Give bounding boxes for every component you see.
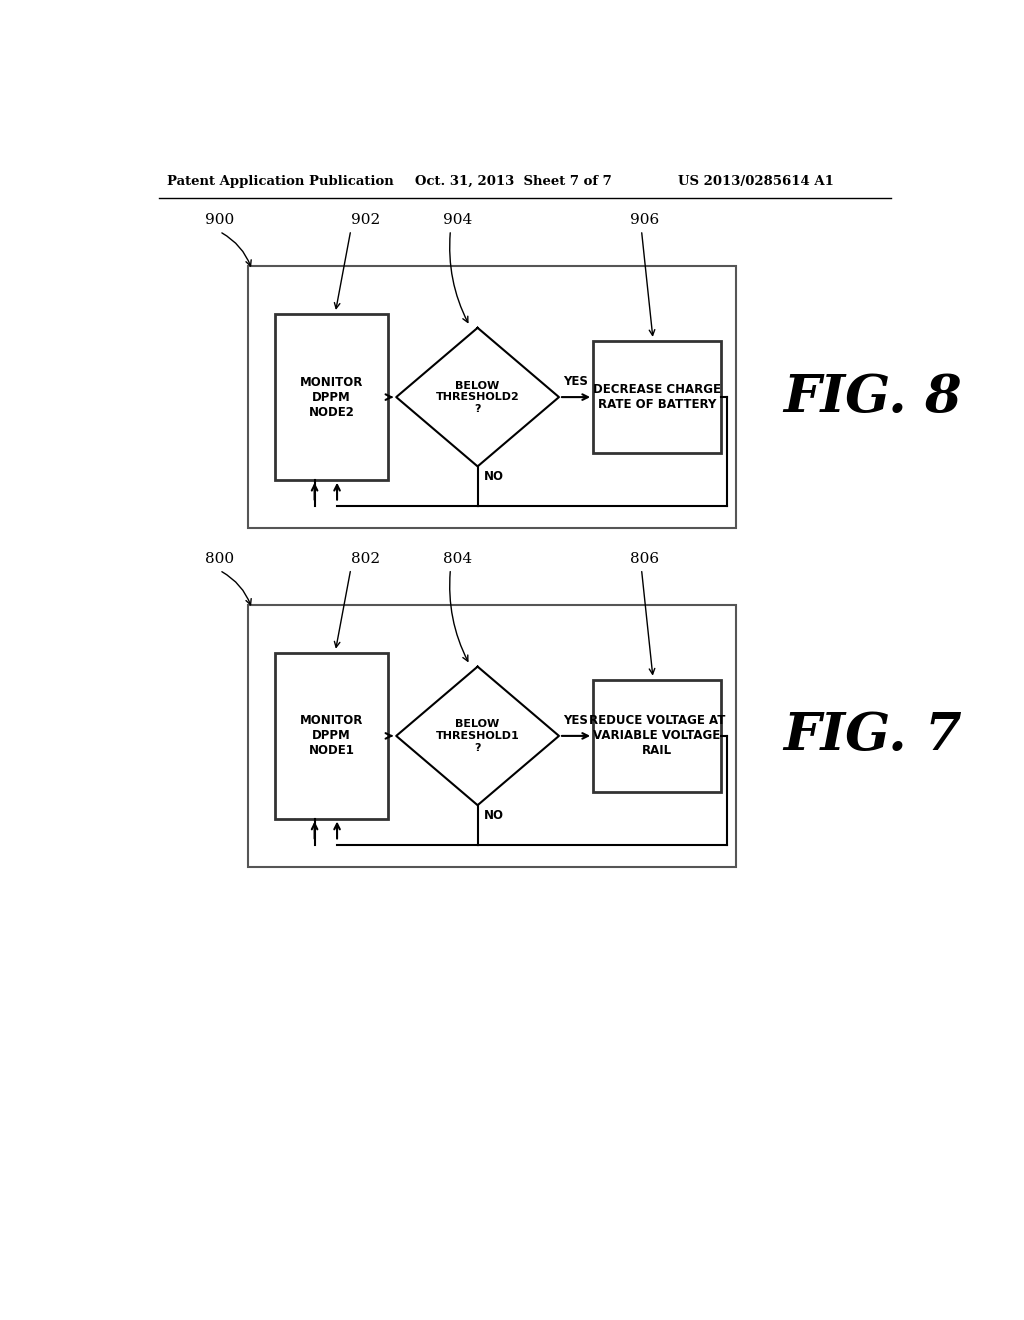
Text: US 2013/0285614 A1: US 2013/0285614 A1 <box>678 174 835 187</box>
Text: 804: 804 <box>442 552 472 566</box>
Text: FIG. 7: FIG. 7 <box>783 710 962 762</box>
Bar <box>275 653 388 818</box>
Text: 904: 904 <box>442 213 472 227</box>
Text: FIG. 8: FIG. 8 <box>783 372 962 422</box>
Text: NO: NO <box>483 809 504 822</box>
Text: MONITOR
DPPM
NODE1: MONITOR DPPM NODE1 <box>300 714 364 758</box>
Polygon shape <box>396 667 559 805</box>
Text: YES: YES <box>563 714 589 726</box>
Text: REDUCE VOLTAGE AT
VARIABLE VOLTAGE
RAIL: REDUCE VOLTAGE AT VARIABLE VOLTAGE RAIL <box>589 714 725 758</box>
Text: BELOW
THRESHOLD1
?: BELOW THRESHOLD1 ? <box>436 719 519 752</box>
Text: 902: 902 <box>351 213 380 227</box>
Text: YES: YES <box>563 375 589 388</box>
Bar <box>275 314 388 480</box>
Bar <box>593 680 721 792</box>
Text: 906: 906 <box>630 213 659 227</box>
Text: 800: 800 <box>206 552 234 566</box>
Text: Oct. 31, 2013  Sheet 7 of 7: Oct. 31, 2013 Sheet 7 of 7 <box>415 174 611 187</box>
Text: 802: 802 <box>351 552 380 566</box>
Text: 806: 806 <box>630 552 658 566</box>
Polygon shape <box>396 327 559 466</box>
Text: Patent Application Publication: Patent Application Publication <box>167 174 393 187</box>
Bar <box>248 605 736 867</box>
Text: MONITOR
DPPM
NODE2: MONITOR DPPM NODE2 <box>300 376 364 418</box>
Bar <box>593 342 721 453</box>
Bar <box>248 267 736 528</box>
Text: DECREASE CHARGE
RATE OF BATTERY: DECREASE CHARGE RATE OF BATTERY <box>593 383 721 411</box>
Text: 900: 900 <box>206 213 234 227</box>
Text: BELOW
THRESHOLD2
?: BELOW THRESHOLD2 ? <box>436 380 519 413</box>
Text: NO: NO <box>483 470 504 483</box>
